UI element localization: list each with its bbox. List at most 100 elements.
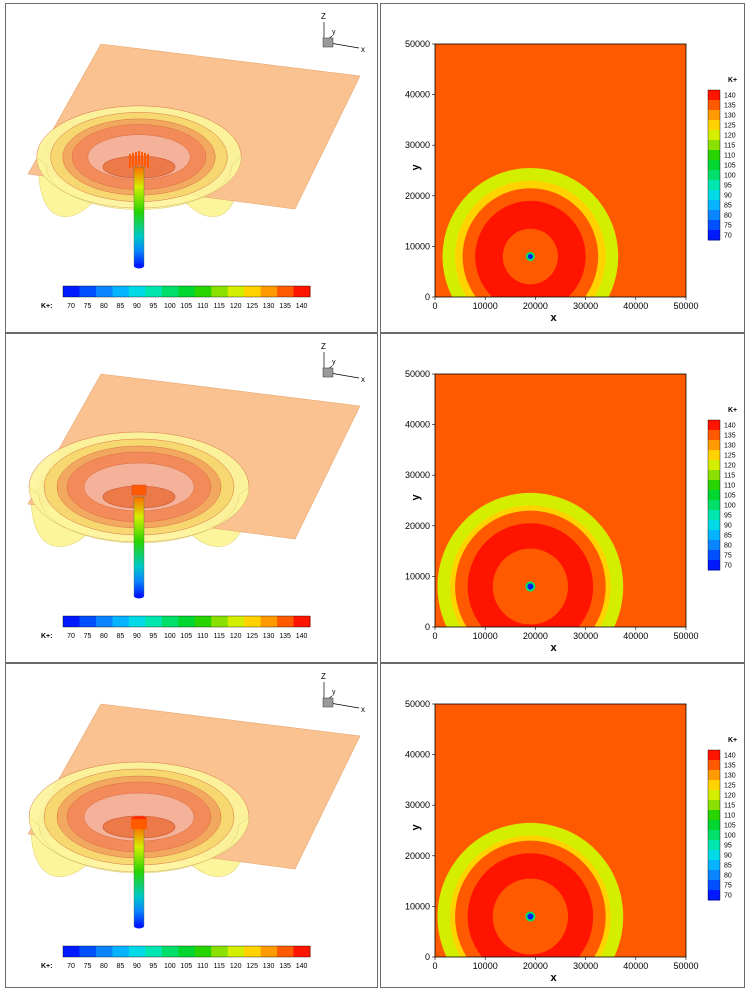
colorbar-swatch (211, 286, 229, 297)
colorbar-swatch (128, 286, 146, 297)
crown-spike (147, 154, 149, 168)
colorbar-tick: 90 (133, 633, 141, 640)
colorbar-tick: 70 (67, 963, 75, 970)
colorbar-tick: 90 (133, 303, 141, 310)
colorbar-swatch (708, 880, 720, 891)
panel-2d-row2: 0 10000 20000 30000 40000 50000 0 10000 20000 300… (380, 333, 745, 663)
colorbar-tick: 75 (724, 553, 732, 560)
y-tick-label: 30000 (405, 800, 430, 810)
shell-front-rim (36, 156, 242, 210)
colorbar-frame (62, 285, 311, 298)
colorbar-swatch (708, 190, 720, 201)
panel-2d-row3: 0 10000 20000 30000 40000 50000 0 10000 20000 300… (380, 663, 745, 988)
x-tick-label: 30000 (573, 961, 598, 971)
triad-y-label: y (332, 29, 336, 36)
crown-spike (129, 154, 131, 168)
shell-front-rim (28, 816, 250, 874)
colorbar-tick: 115 (214, 303, 225, 310)
colorbar-tick: 105 (180, 303, 192, 310)
triad-z-label: Z (321, 12, 326, 21)
colorbar-swatch (708, 200, 720, 211)
colorbar-swatch (708, 890, 720, 901)
colorbar-swatch (227, 286, 245, 297)
colorbar-tick: 105 (724, 163, 736, 170)
crown-body (131, 819, 147, 829)
colorbar-tick: 75 (84, 303, 92, 310)
colorbar-tick: 75 (724, 883, 732, 890)
crown-spike (144, 153, 146, 167)
colorbar-tick: 115 (214, 963, 225, 970)
colorbar-tick: 75 (84, 963, 92, 970)
colorbar-tick: 85 (117, 963, 125, 970)
colorbar-tick: 100 (724, 503, 736, 510)
colorbar-swatch (708, 870, 720, 881)
colorbar-swatch (708, 500, 720, 511)
y-tick-label: 20000 (405, 521, 430, 531)
contour-plot-row3: 0 10000 20000 30000 40000 50000 0 10000 20000 300… (405, 699, 737, 984)
x-tick-label: 10000 (473, 631, 498, 641)
column-tube (133, 826, 145, 927)
x-tick-label: 40000 (623, 631, 648, 641)
colorbar-tick: 70 (724, 233, 732, 240)
plot-frame (434, 373, 687, 628)
scene-3d (27, 373, 361, 599)
contour-ring (527, 913, 534, 920)
x-tick-label: 50000 (673, 631, 698, 641)
colorbar-tick: 140 (296, 963, 308, 970)
colorbar-tick: 100 (724, 833, 736, 840)
y-axis-label: y (410, 824, 422, 831)
crown-spike (138, 151, 140, 165)
colorbar-tick: 120 (724, 463, 736, 470)
x-tick-label: 30000 (573, 301, 598, 311)
colorbar-tick: 140 (724, 753, 736, 760)
colorbar-tick: 130 (263, 303, 275, 310)
x-tick-label: 10000 (473, 301, 498, 311)
colorbar-tick: 130 (724, 773, 736, 780)
y-tick-label: 50000 (405, 699, 430, 709)
colorbar-swatch (708, 120, 720, 131)
colorbar-tick: 115 (724, 473, 735, 480)
y-tick-label: 20000 (405, 851, 430, 861)
colorbar-tick: 125 (724, 453, 736, 460)
y-tick-label: 0 (425, 622, 430, 632)
contour-field (435, 704, 686, 957)
colorbar-swatch (211, 616, 229, 627)
colorbar-swatch (260, 616, 278, 627)
colorbar-tick: 70 (724, 563, 732, 570)
colorbar-swatch (708, 210, 720, 221)
colorbar-tick: 80 (724, 213, 732, 220)
colorbar-tick: 70 (67, 303, 75, 310)
colorbar-swatch (708, 420, 720, 431)
colorbar-tick: 85 (724, 203, 732, 210)
colorbar-tick: 95 (149, 303, 157, 310)
colorbar-swatch (244, 286, 262, 297)
colorbar-tick: 135 (279, 963, 291, 970)
y-tick-label: 40000 (405, 420, 430, 430)
scene-3d (27, 43, 361, 269)
isosurface-plot-row1: Zy x K+: 70 75 80 85 90 95 100 105 110 115 120 125 130 1… (27, 12, 365, 310)
colorbar-swatch (79, 286, 97, 297)
plot-frame (434, 43, 687, 298)
colorbar-swatch (708, 780, 720, 791)
triad-x-label: x (361, 705, 365, 714)
colorbar-tick: 125 (724, 123, 736, 130)
colorbar-swatch (708, 860, 720, 871)
column-bottom (134, 923, 144, 929)
colorbar-swatch (194, 616, 212, 627)
isosurface-plot-row2: Zy x K+: 70 75 80 85 90 95 100 105 110 115 120 125 130 1… (27, 342, 365, 640)
x-tick-label: 40000 (623, 301, 648, 311)
colorbar-tick: 85 (724, 863, 732, 870)
triad-cube (322, 37, 334, 48)
colorbar-tick: 135 (724, 763, 736, 770)
x-tick-label: 10000 (473, 961, 498, 971)
colorbar-swatch (95, 616, 113, 627)
colorbar-label: K+: (41, 633, 52, 640)
colorbar-swatch (708, 810, 720, 821)
colorbar-swatch (260, 286, 278, 297)
colorbar-tick: 140 (296, 303, 308, 310)
colorbar-tick: 70 (67, 633, 75, 640)
colorbar-tick: 105 (180, 633, 192, 640)
plot-frame (434, 703, 687, 958)
